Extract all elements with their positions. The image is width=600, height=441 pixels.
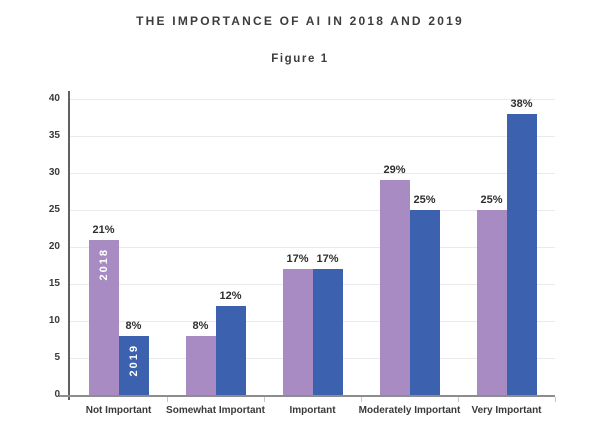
gridline xyxy=(70,172,555,174)
y-tick-label: 20 xyxy=(48,241,60,252)
category-label: Somewhat Important xyxy=(166,405,265,416)
series-label-2019: 2019 xyxy=(127,343,140,377)
y-tick-label: 40 xyxy=(48,93,60,104)
bar-value-label: 8% xyxy=(192,319,209,332)
bar-value-label: 17% xyxy=(316,253,339,266)
x-axis-boundary-tick xyxy=(457,397,459,402)
bar-2018-very-important xyxy=(476,210,507,395)
category-label: Very Important xyxy=(471,405,542,416)
bar-value-label: 12% xyxy=(219,290,242,303)
gridline xyxy=(70,98,555,100)
category-label: Moderately Important xyxy=(358,405,461,416)
figure-label: Figure 1 xyxy=(271,53,329,65)
bar-2019-moderately-important xyxy=(409,210,440,395)
bar-value-label: 29% xyxy=(383,164,406,177)
bar-2019-important xyxy=(312,269,343,395)
y-tick-label: 0 xyxy=(54,389,60,400)
y-tick-label: 10 xyxy=(48,315,60,326)
bar-2018-moderately-important xyxy=(379,180,410,395)
bar-2018-not-important: 2018 xyxy=(88,239,119,395)
x-axis-boundary-tick xyxy=(263,397,265,402)
gridline xyxy=(70,135,555,137)
x-axis-line xyxy=(59,395,555,397)
bar-2018-somewhat-important xyxy=(185,335,216,395)
bar-value-label: 25% xyxy=(480,194,503,206)
bar-value-label: 25% xyxy=(413,194,436,206)
y-axis-line xyxy=(68,91,70,400)
gridline xyxy=(70,246,555,248)
category-label: Not Important xyxy=(85,405,152,416)
y-tick-label: 25 xyxy=(48,204,60,215)
x-axis-boundary-tick xyxy=(166,397,168,402)
category-label: Important xyxy=(289,405,336,416)
series-label-2018: 2018 xyxy=(97,247,110,281)
y-tick-label: 35 xyxy=(48,130,60,141)
bar-2019-very-important xyxy=(506,113,537,395)
gridline xyxy=(70,209,555,211)
bar-2019-not-important: 2019 xyxy=(118,335,149,395)
plot-area: 0 5 10 15 20 25 30 35 40 2018 21% 2019 8% Not Importa… xyxy=(49,91,556,416)
bar-2018-important xyxy=(282,269,313,395)
y-tick-label: 5 xyxy=(54,352,60,363)
x-axis-boundary-tick xyxy=(554,397,556,402)
y-tick-label: 30 xyxy=(48,167,60,178)
x-axis-boundary-tick xyxy=(360,397,362,402)
bar-value-label: 17% xyxy=(286,253,309,266)
chart-title: THE IMPORTANCE OF AI IN 2018 AND 2019 xyxy=(136,14,464,28)
bar-2019-somewhat-important xyxy=(215,306,246,395)
bar-value-label: 38% xyxy=(510,97,533,110)
bar-value-label: 8% xyxy=(125,319,142,332)
y-tick-label: 15 xyxy=(48,278,60,289)
bar-value-label: 21% xyxy=(92,223,115,236)
